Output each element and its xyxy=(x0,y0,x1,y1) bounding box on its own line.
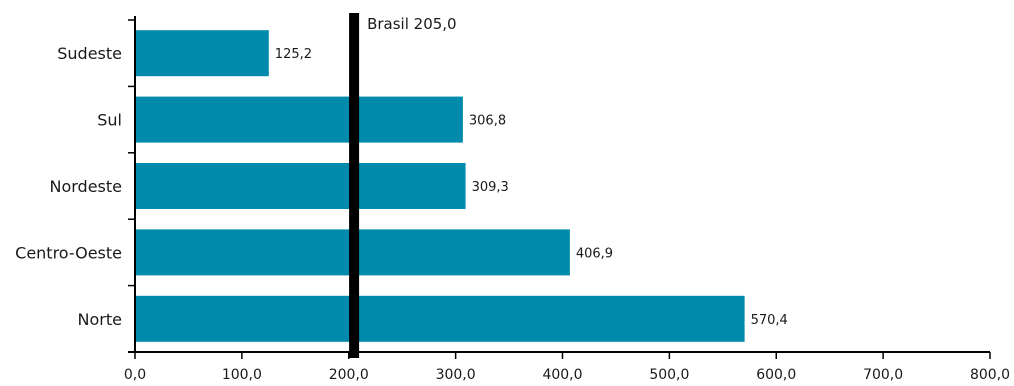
reference-line-group: Brasil 205,0 xyxy=(349,13,457,358)
reference-line-label: Brasil 205,0 xyxy=(367,15,457,33)
x-tick-label: 300,0 xyxy=(436,367,476,383)
bar-nordeste xyxy=(135,163,466,209)
category-label: Sul xyxy=(97,111,122,130)
x-tick-label: 400,0 xyxy=(542,367,582,383)
category-label: Sudeste xyxy=(57,44,122,63)
data-label: 309,3 xyxy=(472,180,509,195)
bar-norte xyxy=(135,295,745,342)
category-label: Nordeste xyxy=(49,177,122,196)
x-tick-label: 200,0 xyxy=(329,367,369,383)
x-tick-label: 800,0 xyxy=(970,367,1010,383)
data-label: 570,4 xyxy=(751,313,788,328)
bar-sudeste xyxy=(135,30,269,77)
bars-group xyxy=(135,30,745,342)
data-label: 406,9 xyxy=(576,246,613,261)
data-label: 306,8 xyxy=(469,114,506,129)
reference-line xyxy=(349,13,360,358)
bar-sul xyxy=(135,96,463,143)
x-tick-label: 600,0 xyxy=(756,367,796,383)
category-label: Centro-Oeste xyxy=(15,243,122,262)
labels-group: Sudeste 125,2 Sul 306,8 Nordeste 309,3 Centro-… xyxy=(15,44,1010,383)
x-tick-label: 500,0 xyxy=(649,367,689,383)
x-tick-label: 0,0 xyxy=(124,367,146,383)
axes-group xyxy=(128,16,991,359)
x-tick-label: 700,0 xyxy=(863,367,903,383)
data-label: 125,2 xyxy=(275,47,312,62)
category-label: Norte xyxy=(78,310,122,329)
x-tick-label: 100,0 xyxy=(222,367,262,383)
